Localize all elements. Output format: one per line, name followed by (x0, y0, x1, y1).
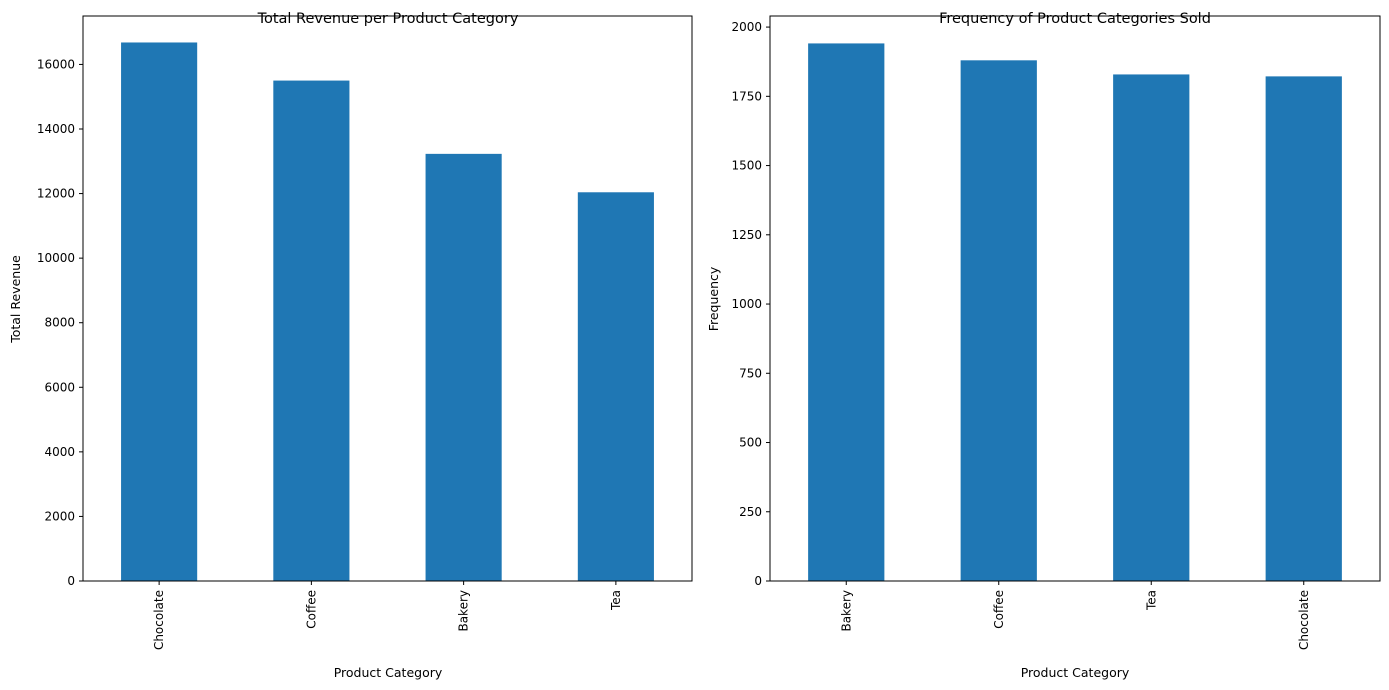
y-tick-label: 14000 (37, 122, 75, 136)
revenue-chart: Total Revenue per Product Category 0 2000… (8, 11, 693, 680)
y-axis-label: Total Revenue (8, 255, 23, 344)
x-ticks: Bakery Coffee Tea Chocolate (839, 581, 1311, 650)
y-axis-label: Frequency (706, 266, 721, 331)
x-tick-label: Bakery (457, 590, 471, 632)
bars-group (808, 43, 1342, 582)
bar-coffee (273, 80, 350, 582)
y-tick-label: 12000 (37, 187, 75, 201)
x-tick-label: Chocolate (1297, 590, 1311, 650)
x-axis-label: Product Category (1021, 665, 1130, 680)
frequency-chart: Frequency of Product Categories Sold 0 25… (706, 11, 1381, 680)
y-tick-label: 750 (739, 366, 762, 380)
chart-title: Frequency of Product Categories Sold (939, 11, 1211, 27)
plot-frame (82, 15, 693, 582)
y-tick-label: 0 (754, 574, 762, 588)
x-axis-label: Product Category (334, 665, 443, 680)
bars-group (121, 42, 654, 582)
y-tick-label: 1750 (731, 89, 762, 103)
bar-chocolate (1265, 76, 1342, 582)
x-tick-label: Coffee (992, 590, 1006, 629)
y-tick-label: 4000 (44, 445, 75, 459)
plot-frame (769, 15, 1381, 582)
x-tick-label: Tea (609, 590, 623, 611)
y-tick-label: 1250 (731, 228, 762, 242)
y-tick-label: 0 (67, 574, 75, 588)
y-tick-label: 500 (739, 436, 762, 450)
y-ticks: 0 250 500 750 1000 1250 1500 1750 2000 (731, 20, 770, 588)
y-tick-label: 6000 (44, 380, 75, 394)
x-tick-label: Chocolate (152, 590, 166, 650)
x-tick-label: Tea (1144, 590, 1158, 611)
bar-coffee (960, 60, 1037, 582)
bar-chocolate (121, 42, 198, 581)
x-tick-label: Bakery (839, 590, 853, 632)
y-tick-label: 2000 (731, 20, 762, 34)
x-tick-label: Coffee (304, 590, 318, 629)
y-tick-label: 1000 (731, 297, 762, 311)
bar-bakery (808, 43, 885, 581)
y-tick-label: 250 (739, 505, 762, 519)
y-tick-label: 16000 (37, 57, 75, 71)
y-tick-label: 10000 (37, 251, 75, 265)
x-ticks: Chocolate Coffee Bakery Tea (152, 581, 623, 650)
chart-title: Total Revenue per Product Category (257, 11, 519, 27)
y-tick-label: 2000 (44, 509, 75, 523)
bar-bakery (425, 153, 502, 582)
y-tick-label: 8000 (44, 316, 75, 330)
y-ticks: 0 2000 4000 6000 8000 10000 12000 14000 16000 (37, 57, 83, 588)
y-tick-label: 1500 (731, 159, 762, 173)
bar-tea (577, 192, 654, 581)
bar-tea (1113, 74, 1190, 582)
